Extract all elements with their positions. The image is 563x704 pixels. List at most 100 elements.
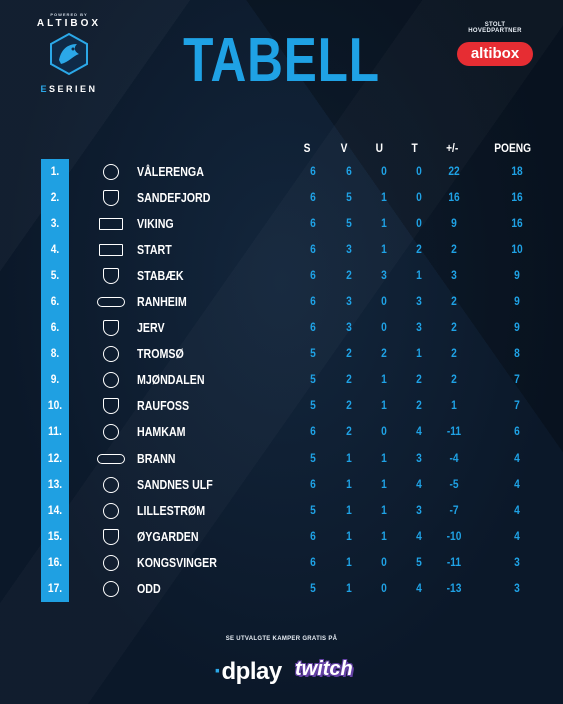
stat-s: 6 bbox=[310, 242, 316, 257]
club-crest-icon bbox=[97, 319, 125, 337]
club-crest-icon bbox=[97, 371, 125, 389]
stat-u: 1 bbox=[381, 476, 387, 491]
stat-t: 2 bbox=[416, 372, 422, 387]
stat-t: 0 bbox=[416, 164, 422, 178]
stat-u: 1 bbox=[381, 502, 387, 517]
column-header-diff: +/- bbox=[446, 141, 459, 155]
table-row: 17. ODD 5 1 0 4 -13 3 bbox=[41, 576, 541, 602]
rank: 2. bbox=[50, 190, 60, 205]
club-name: ODD bbox=[137, 580, 161, 596]
column-header-poeng: POENG bbox=[494, 141, 532, 155]
stat-t: 5 bbox=[416, 554, 422, 569]
powered-by-label: POWERED BY bbox=[50, 12, 88, 17]
eserien-e: E bbox=[40, 84, 49, 94]
stat-diff: 2 bbox=[451, 320, 457, 335]
altibox-partner-logo: altibox bbox=[457, 42, 533, 66]
partner-label: STOLT HOVEDPARTNER bbox=[468, 22, 522, 34]
stat-poeng: 7 bbox=[514, 372, 520, 387]
club-crest-icon bbox=[97, 502, 125, 520]
stat-u: 1 bbox=[381, 242, 387, 257]
stat-u: 0 bbox=[381, 164, 387, 178]
club-crest-icon bbox=[97, 345, 125, 363]
table-row: 10. RAUFOSS 5 2 1 2 1 7 bbox=[41, 393, 541, 419]
club-name: SANDNES ULF bbox=[137, 476, 213, 492]
stat-diff: 16 bbox=[448, 190, 460, 205]
club-crest-icon bbox=[97, 528, 125, 546]
stat-poeng: 4 bbox=[514, 450, 520, 465]
rank: 13. bbox=[47, 476, 63, 491]
stat-diff: 2 bbox=[451, 346, 457, 361]
stat-v: 2 bbox=[346, 372, 352, 387]
table-row: 3. VIKING 6 5 1 0 9 16 bbox=[41, 211, 541, 237]
footer-label: SE UTVALGTE KAMPER GRATIS PÅ bbox=[225, 636, 338, 642]
page-title: TABELL bbox=[183, 26, 380, 95]
stat-diff: -13 bbox=[446, 580, 462, 595]
rank: 1. bbox=[50, 164, 60, 178]
stat-s: 5 bbox=[310, 450, 316, 465]
stat-v: 1 bbox=[346, 580, 352, 595]
rank: 11. bbox=[48, 424, 62, 439]
club-name: RAUFOSS bbox=[137, 398, 190, 414]
stat-u: 1 bbox=[381, 190, 387, 205]
stat-diff: -5 bbox=[449, 476, 459, 491]
club-crest-icon bbox=[97, 293, 125, 311]
altibox-eserien-logo: POWERED BY ALTIBOX ESERIEN bbox=[32, 12, 106, 94]
stat-t: 1 bbox=[416, 268, 422, 283]
club-name: LILLESTRØM bbox=[137, 502, 206, 518]
rank: 6. bbox=[50, 320, 60, 335]
rank: 6. bbox=[50, 294, 60, 309]
stat-s: 5 bbox=[310, 580, 316, 595]
club-name: VÅLERENGA bbox=[137, 164, 204, 179]
stat-u: 1 bbox=[381, 372, 387, 387]
stat-s: 6 bbox=[310, 164, 316, 178]
stat-poeng: 3 bbox=[514, 554, 520, 569]
stat-poeng: 7 bbox=[514, 398, 520, 413]
club-name: ØYGARDEN bbox=[137, 528, 199, 544]
club-crest-icon bbox=[97, 241, 125, 259]
club-crest-icon bbox=[97, 476, 125, 494]
rank: 16. bbox=[47, 554, 63, 569]
footer: SE UTVALGTE KAMPER GRATIS PÅ bbox=[0, 636, 563, 642]
stat-s: 5 bbox=[310, 398, 316, 413]
stat-u: 3 bbox=[381, 268, 387, 283]
rank: 3. bbox=[50, 216, 60, 231]
stat-u: 0 bbox=[381, 294, 387, 309]
table-row: 14. LILLESTRØM 5 1 1 3 -7 4 bbox=[41, 498, 541, 524]
stat-poeng: 16 bbox=[511, 216, 523, 231]
club-crest-icon bbox=[97, 215, 125, 233]
rank-column-bar bbox=[41, 159, 69, 602]
stat-v: 3 bbox=[346, 294, 352, 309]
table-row: 9. MJØNDALEN 5 2 1 2 2 7 bbox=[41, 367, 541, 393]
rank: 15. bbox=[47, 528, 63, 543]
stat-u: 1 bbox=[381, 528, 387, 543]
stat-t: 4 bbox=[416, 580, 422, 595]
stat-diff: -7 bbox=[449, 502, 459, 517]
stat-s: 6 bbox=[310, 216, 316, 231]
table-row: 16. KONGSVINGER 6 1 0 5 -11 3 bbox=[41, 550, 541, 576]
stat-s: 6 bbox=[310, 294, 316, 309]
stat-poeng: 18 bbox=[511, 164, 523, 178]
stat-v: 2 bbox=[346, 398, 352, 413]
club-crest-icon bbox=[97, 423, 125, 441]
stat-diff: -11 bbox=[446, 554, 462, 569]
stat-diff: -10 bbox=[446, 528, 462, 543]
stat-diff: 22 bbox=[448, 164, 460, 178]
stat-poeng: 16 bbox=[511, 190, 523, 205]
table-row: 1. VÅLERENGA 6 6 0 0 22 18 bbox=[41, 159, 541, 185]
club-crest-icon bbox=[97, 554, 125, 572]
stat-t: 3 bbox=[416, 294, 422, 309]
table-row: 5. STABÆK 6 2 3 1 3 9 bbox=[41, 263, 541, 289]
column-header-s: S bbox=[303, 141, 311, 155]
club-name: BRANN bbox=[137, 450, 176, 466]
stat-s: 6 bbox=[310, 320, 316, 335]
club-name: HAMKAM bbox=[137, 424, 186, 440]
stat-v: 5 bbox=[346, 216, 352, 231]
stat-diff: 9 bbox=[451, 216, 457, 231]
table-row: 8. TROMSØ 5 2 2 1 2 8 bbox=[41, 341, 541, 367]
column-header-u: U bbox=[375, 141, 384, 155]
stat-s: 6 bbox=[310, 190, 316, 205]
lion-emblem-icon bbox=[50, 32, 88, 76]
table-row: 12. BRANN 5 1 1 3 -4 4 bbox=[41, 446, 541, 472]
stat-t: 3 bbox=[416, 502, 422, 517]
club-name: RANHEIM bbox=[137, 294, 187, 310]
